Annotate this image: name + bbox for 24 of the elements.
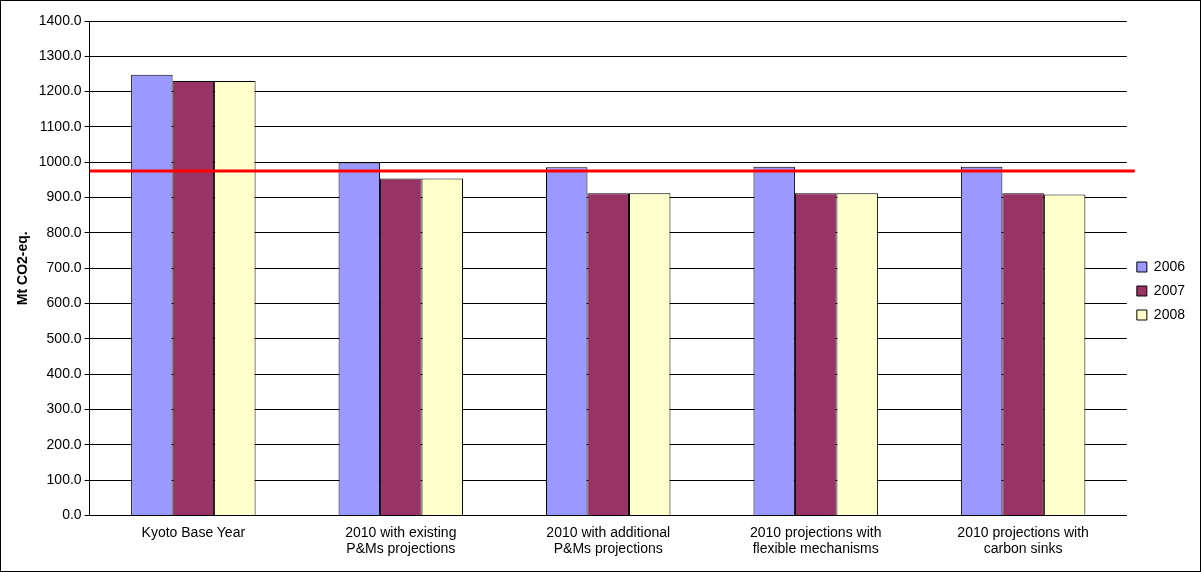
- y-tick-label: 500.0: [46, 329, 82, 346]
- y-tick-label: 700.0: [46, 259, 82, 276]
- legend-label: 2007: [1153, 281, 1186, 298]
- y-tick-label: 1300.0: [38, 47, 82, 64]
- legend-label: 2006: [1153, 257, 1186, 274]
- y-tick-label: 200.0: [46, 435, 82, 452]
- y-tick-label: 1200.0: [38, 82, 82, 99]
- y-axis-title: Mt CO2-eq.: [14, 231, 31, 306]
- y-tick-label: 100.0: [46, 470, 82, 487]
- y-tick-label: 600.0: [46, 294, 82, 311]
- y-tick-label: 300.0: [46, 400, 82, 417]
- x-tick-label: 2010 with additional P&Ms projections: [546, 523, 671, 557]
- y-tick-label: 1400.0: [38, 11, 82, 28]
- y-tick-label: 0.0: [62, 506, 82, 523]
- x-tick-label: 2010 with existing P&Ms projections: [345, 523, 457, 557]
- x-tick-label: 2010 projections with flexible mechanisms: [749, 523, 882, 557]
- y-tick-label: 400.0: [46, 365, 82, 381]
- y-tick-label: 800.0: [46, 223, 82, 240]
- x-tick-label: Kyoto Base Year: [141, 523, 246, 540]
- x-tick-label: 2010 projections with carbon sinks: [957, 523, 1089, 557]
- legend-label: 2008: [1153, 305, 1186, 322]
- y-tick-label: 1100.0: [39, 117, 82, 134]
- y-tick-label: 900.0: [46, 188, 82, 205]
- y-tick-label: 1000.0: [38, 153, 82, 170]
